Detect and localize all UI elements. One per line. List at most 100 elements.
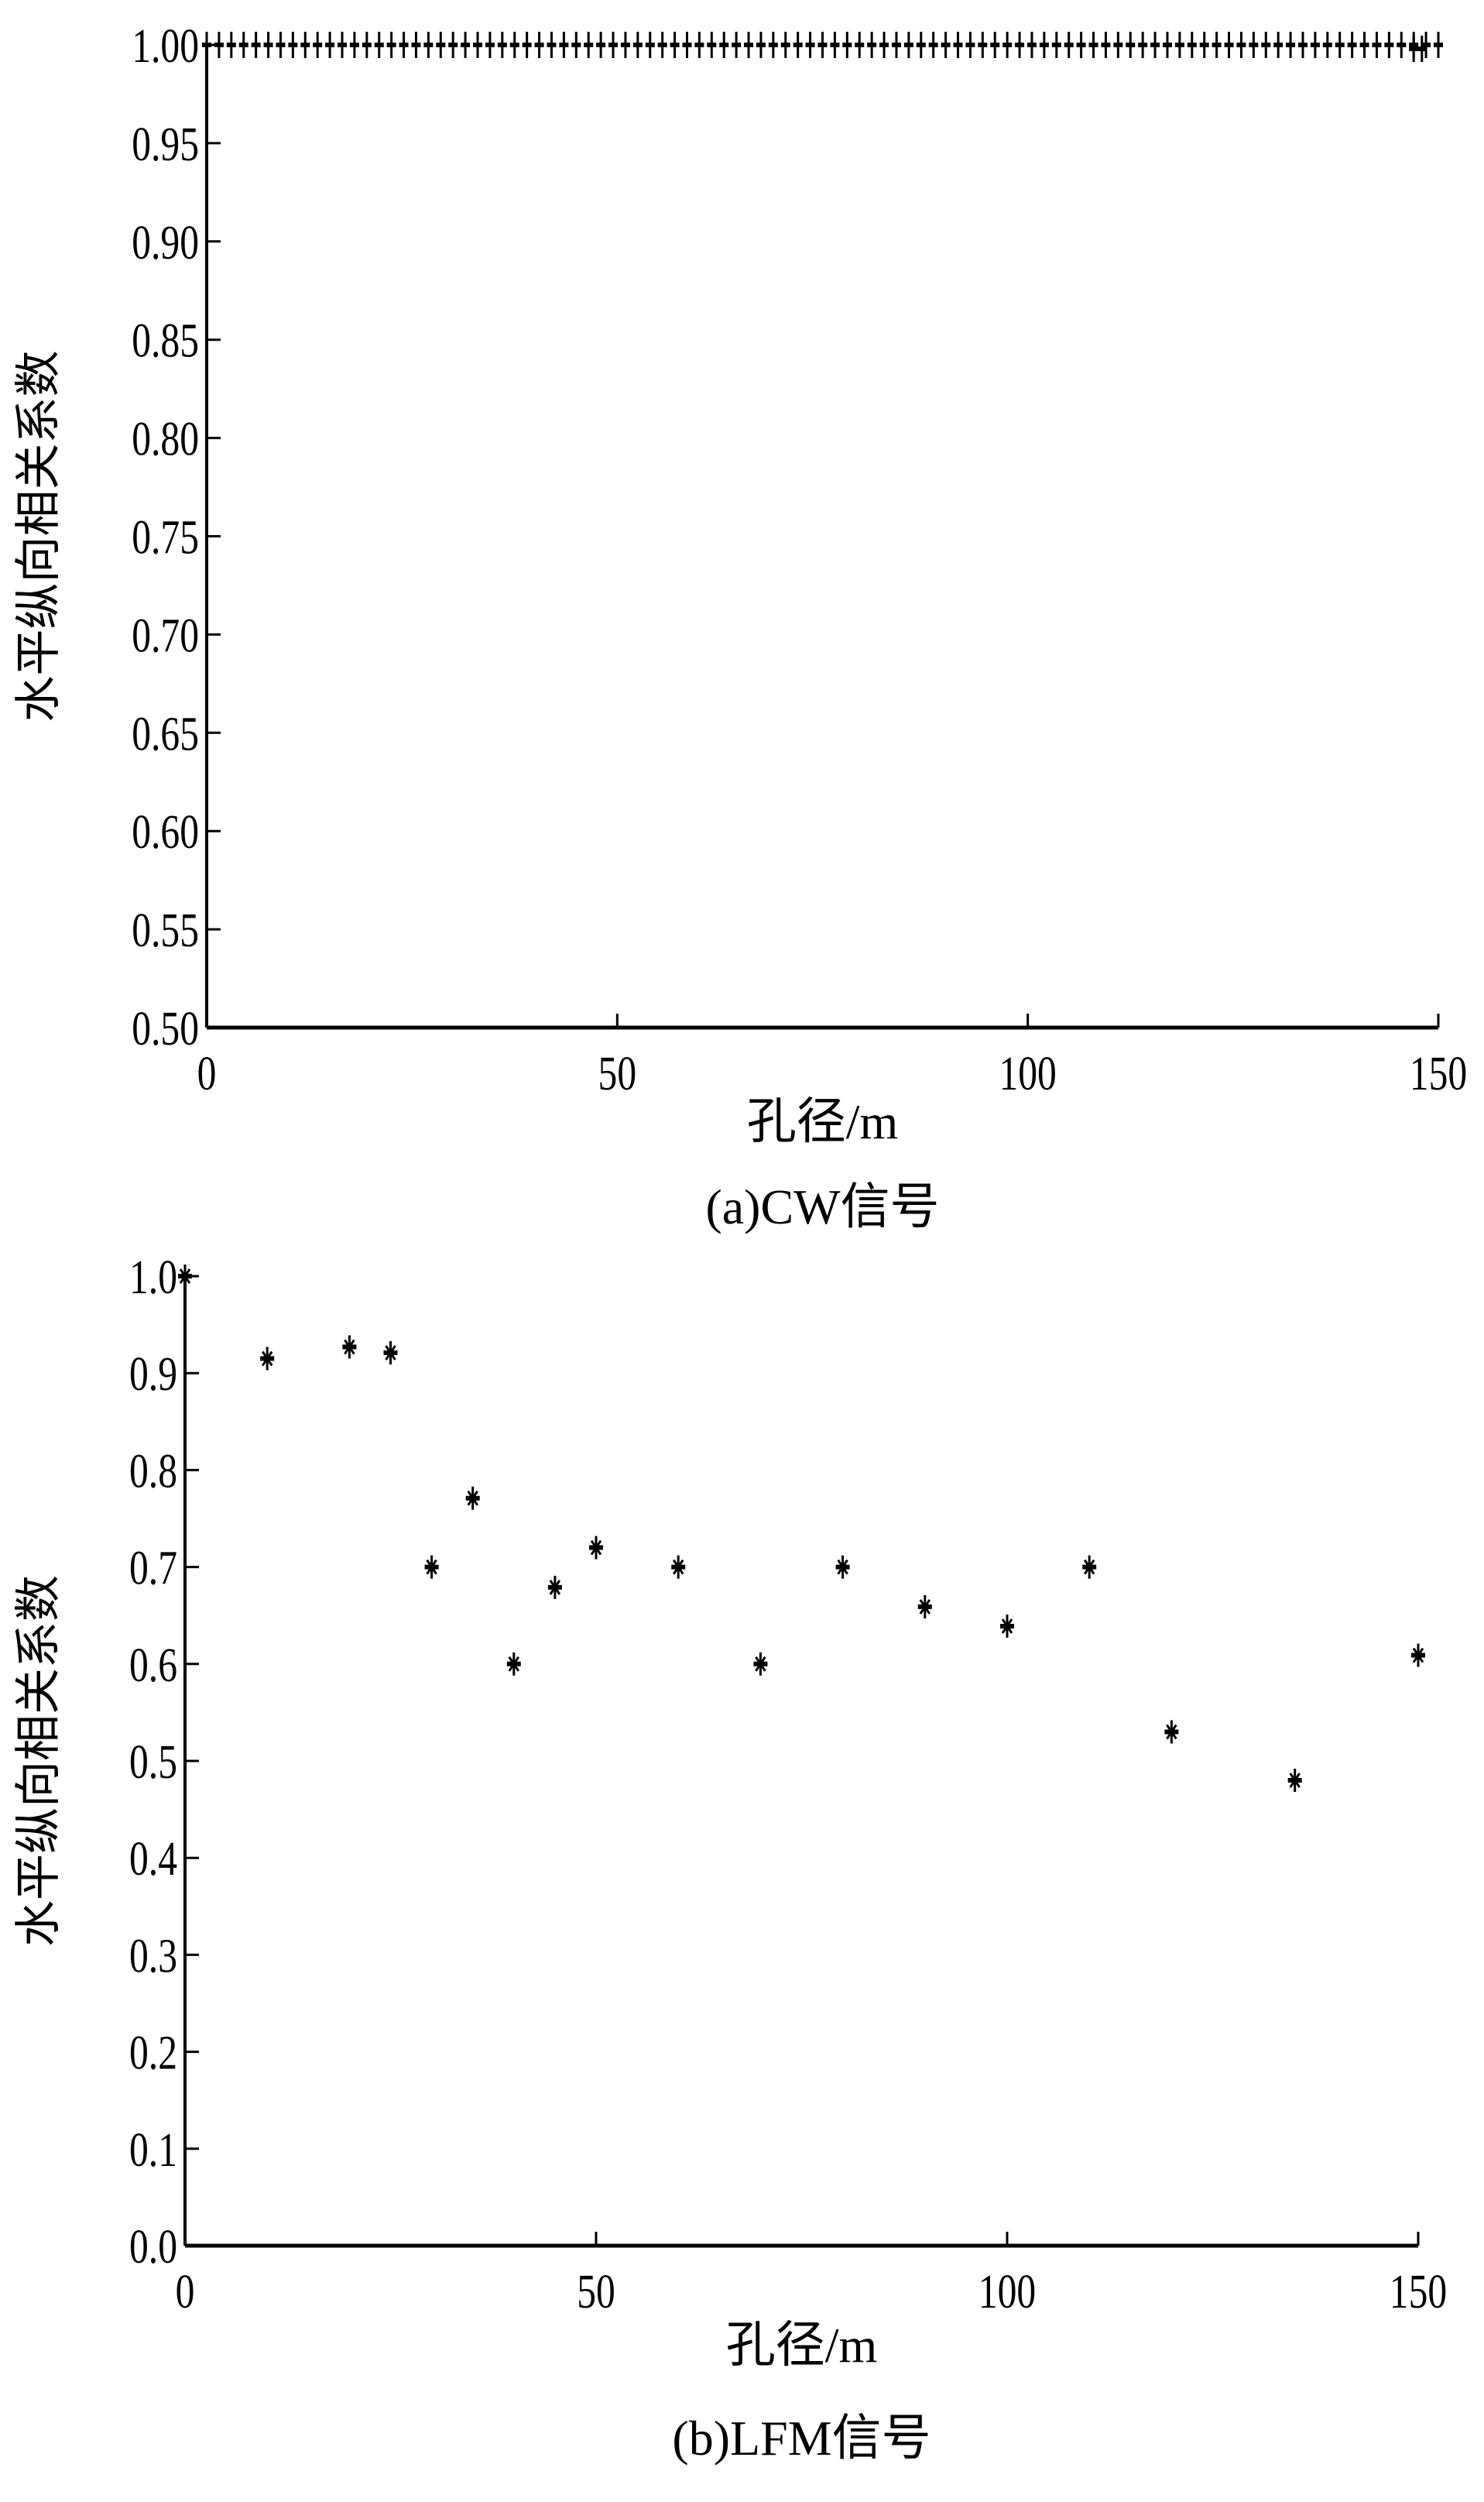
data-point (1310, 32, 1320, 58)
y-tick-label: 0.60 (132, 806, 199, 859)
y-tick-label: 0.6 (129, 1639, 177, 1692)
y-tick-label: 0.90 (132, 217, 199, 269)
data-point (941, 32, 951, 58)
data-point (1397, 32, 1407, 58)
marker-stroke (837, 1559, 848, 1575)
data-point (506, 1652, 521, 1676)
data-point (1101, 32, 1111, 58)
data-point (1150, 32, 1160, 58)
data-point (891, 32, 901, 58)
chart-b-lfm: 0 50 100 150 0.0 0.1 0.2 0.3 0.4 0.5 0.6 0.7 0.8 0.9 1… (13, 1251, 1447, 2466)
data-point (300, 32, 310, 58)
y-tick-label: 0.65 (132, 708, 199, 760)
data-point (1224, 32, 1234, 58)
marker-stroke (426, 1559, 437, 1575)
data-point (226, 32, 236, 58)
data-point (1322, 32, 1332, 58)
data-point (342, 1335, 357, 1359)
marker-stroke (508, 1656, 520, 1672)
data-point (1372, 32, 1382, 58)
data-point (990, 32, 1000, 58)
data-point (1261, 32, 1271, 58)
data-point (263, 32, 273, 58)
marker-stroke (549, 1580, 561, 1595)
data-point (1273, 32, 1284, 58)
data-point (178, 1265, 192, 1288)
y-axis-label: 水平纵向相关系数 (13, 1575, 64, 1947)
data-point (1113, 32, 1123, 58)
data-point (559, 32, 569, 58)
data-point (276, 32, 286, 58)
data-point (608, 32, 619, 58)
data-point (1409, 36, 1419, 63)
data-point (584, 32, 594, 58)
y-tick-label: 0.85 (132, 315, 199, 368)
data-point (1287, 1769, 1302, 1793)
y-tick-label: 0.95 (132, 118, 199, 171)
data-point (793, 32, 803, 58)
y-tick-label: 0.8 (129, 1445, 177, 1498)
data-point (1164, 1720, 1179, 1744)
data-point (534, 32, 544, 58)
data-point (461, 32, 471, 58)
y-tick-label: 1.0 (129, 1251, 177, 1304)
data-point (694, 32, 704, 58)
data-point (835, 1555, 850, 1579)
marker-stroke (179, 1268, 191, 1284)
data-point (1026, 32, 1037, 58)
data-point (1002, 32, 1013, 58)
data-point (338, 32, 348, 58)
data-point (313, 32, 323, 58)
data-point (1138, 32, 1148, 58)
data-point (411, 32, 421, 58)
data-point (903, 32, 913, 58)
data-point (682, 32, 692, 58)
data-point (374, 32, 384, 58)
data-point (1082, 1555, 1097, 1579)
data-point (670, 32, 680, 58)
data-point (1236, 32, 1246, 58)
data-point (1359, 32, 1369, 58)
x-tick-label: 100 (999, 1048, 1056, 1100)
data-point (953, 32, 963, 58)
data-point (547, 1575, 562, 1599)
data-point (645, 32, 655, 58)
y-tick-label: 0.80 (132, 413, 199, 465)
data-point (1015, 32, 1025, 58)
y-tick-label: 0.2 (129, 2027, 177, 2079)
marker-stroke (1412, 1647, 1424, 1663)
data-point (383, 1340, 398, 1364)
y-axis-label: 水平纵向相关系数 (13, 351, 64, 722)
data-point (1039, 32, 1049, 58)
data-point (424, 1555, 439, 1579)
y-tick-label: 0.7 (129, 1542, 177, 1594)
data-point (719, 32, 729, 58)
y-tick-label: 0.75 (132, 511, 199, 564)
marker-stroke (467, 1490, 478, 1506)
data-point (1051, 32, 1061, 58)
x-tick-label: 100 (978, 2266, 1036, 2318)
data-point (620, 32, 630, 58)
data-point (547, 32, 557, 58)
data-point (632, 32, 643, 58)
data-point (238, 32, 248, 58)
data-point (251, 32, 261, 58)
y-tick-label: 0.4 (129, 1833, 177, 1886)
data-point (202, 32, 211, 58)
data-point (671, 1555, 686, 1579)
data-point (362, 32, 372, 58)
chart-caption: (b)LFM信号 (672, 2411, 930, 2466)
data-point (349, 32, 359, 58)
data-point (1162, 32, 1172, 58)
data-point (1212, 32, 1222, 58)
marker-stroke (344, 1339, 355, 1355)
data-point (753, 1652, 768, 1676)
data-point (1187, 32, 1197, 58)
x-tick-label: 150 (1390, 2266, 1447, 2318)
data-point (399, 32, 409, 58)
data-point (1088, 32, 1098, 58)
data-point (917, 1594, 932, 1618)
data-point (589, 1536, 603, 1560)
data-point (596, 32, 606, 58)
data-point (571, 32, 581, 58)
